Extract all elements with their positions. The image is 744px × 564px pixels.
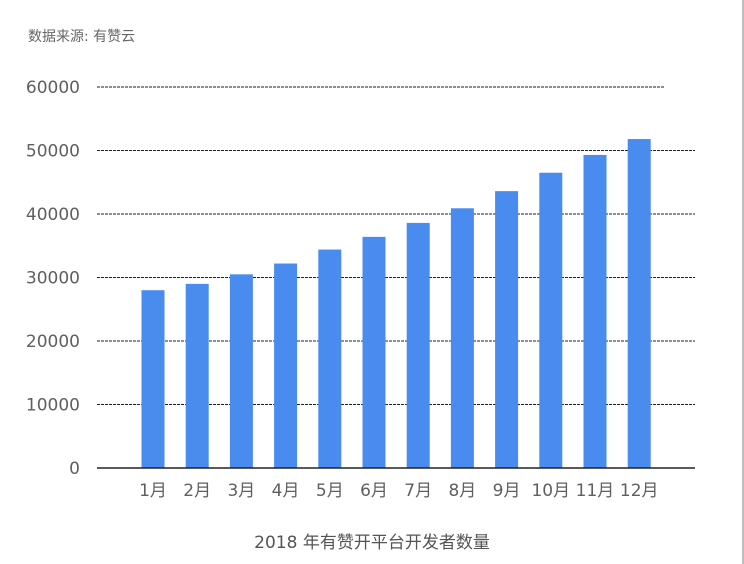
- x-tick-label: 12月: [620, 481, 659, 501]
- x-tick-label: 10月: [531, 481, 570, 501]
- x-tick-label: 6月: [360, 481, 388, 501]
- bar: [583, 154, 607, 468]
- bar: [495, 191, 519, 468]
- y-tick-label: 0: [69, 459, 80, 479]
- x-axis-ticks: 1月 2月 3月 4月 5月 6月 7月 8月 9月 10月 11月 12月: [139, 481, 658, 501]
- x-tick-label: 7月: [404, 481, 432, 501]
- x-tick-label: 9月: [493, 481, 521, 501]
- data-source-label: 数据来源: 有赞云: [28, 29, 136, 45]
- bar: [539, 172, 563, 468]
- x-tick-label: 2月: [183, 481, 211, 501]
- x-tick-label: 5月: [316, 481, 344, 501]
- x-tick-label: 8月: [448, 481, 476, 501]
- y-tick-label: 10000: [26, 396, 80, 416]
- x-axis-title: 2018 年有赞开平台开发者数量: [254, 533, 490, 553]
- x-tick-label: 1月: [139, 481, 167, 501]
- bar: [185, 283, 209, 468]
- bar: [406, 222, 430, 468]
- y-tick-label: 50000: [26, 142, 80, 162]
- bar: [318, 249, 342, 468]
- right-border: [742, 0, 744, 564]
- bar: [141, 290, 165, 468]
- bars: [141, 139, 651, 468]
- x-tick-label: 11月: [576, 481, 615, 501]
- x-tick-label: 3月: [227, 481, 255, 501]
- y-tick-label: 40000: [26, 205, 80, 225]
- bar: [229, 274, 253, 468]
- bar: [627, 139, 651, 468]
- bar: [274, 263, 298, 468]
- bar: [450, 208, 474, 468]
- y-axis-ticks: 0 10000 20000 30000 40000 50000 60000: [26, 78, 80, 479]
- bar: [362, 236, 386, 468]
- x-tick-label: 4月: [272, 481, 300, 501]
- y-tick-label: 60000: [26, 78, 80, 98]
- y-tick-label: 30000: [26, 269, 80, 289]
- y-tick-label: 20000: [26, 332, 80, 352]
